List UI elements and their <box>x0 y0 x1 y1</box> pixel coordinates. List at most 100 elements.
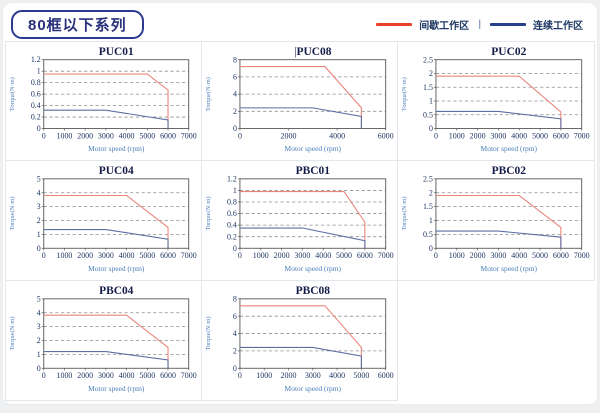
continuous-working-zone-curve <box>436 230 562 249</box>
chart-title: PBC04 <box>99 285 134 297</box>
chart-PUC04: PUC04 0 1 2 3 4 5 0 1000 2000 3000 4000 5000 6000 7000… <box>9 165 197 273</box>
legend: 间歇工作区 | 连续工作区 <box>376 17 583 32</box>
continuous-working-zone-curve <box>43 351 169 369</box>
y-tick-label: 0.8 <box>31 78 41 87</box>
chart-title: PBC02 <box>492 165 527 177</box>
y-tick-label: 2 <box>429 188 433 197</box>
y-axis-label: Torque(N·m) <box>205 77 212 111</box>
y-tick-label: 0.8 <box>227 198 237 207</box>
x-tick-label: 7000 <box>377 251 393 260</box>
legend-separator: | <box>478 18 481 30</box>
continuous-working-zone-curve <box>239 227 366 249</box>
x-tick-label: 4000 <box>512 131 528 140</box>
y-tick-label: 0 <box>37 244 41 253</box>
chart-title: PUC01 <box>99 46 134 58</box>
legend-item-intermittent: 间歇工作区 <box>376 17 469 32</box>
x-tick-label: 4000 <box>329 131 345 140</box>
y-axis-label: Torque(N·m) <box>205 316 212 350</box>
y-axis-label: Torque(N·m) <box>9 316 16 350</box>
y-axis-label: Torque(N·m) <box>9 196 16 230</box>
x-tick-label: 3000 <box>294 251 310 260</box>
y-tick-label: 1.2 <box>31 55 41 64</box>
x-tick-label: 5000 <box>139 371 155 380</box>
x-tick-label: 2000 <box>280 131 296 140</box>
chart-cell-PUC04: PUC04 0 1 2 3 4 5 0 1000 2000 3000 4000 5000 6000 7000… <box>5 161 202 281</box>
y-tick-label: 0 <box>429 244 433 253</box>
x-tick-label: 5000 <box>336 251 352 260</box>
y-tick-label: 3 <box>37 202 41 211</box>
y-axis-label: Torque(N·m) <box>401 77 408 111</box>
x-axis-label: Motor speed (rpm) <box>481 264 538 273</box>
x-tick-label: 2000 <box>77 371 93 380</box>
x-tick-label: 5000 <box>139 131 155 140</box>
x-tick-label: 1000 <box>57 131 73 140</box>
x-tick-label: 1000 <box>57 371 73 380</box>
chart-PBC04: PBC04 0 1 2 3 4 5 0 1000 2000 3000 4000 5000 6000 7000… <box>9 285 197 393</box>
y-tick-label: 0.5 <box>423 230 433 239</box>
x-axis-label: Motor speed (rpm) <box>284 144 341 153</box>
x-tick-label: 6000 <box>160 371 176 380</box>
y-tick-label: 1.5 <box>423 83 433 92</box>
y-tick-label: 2.5 <box>423 174 433 183</box>
y-tick-label: 1.2 <box>227 174 237 183</box>
legend-item-continuous: 连续工作区 <box>490 17 583 32</box>
x-tick-label: 2000 <box>273 251 289 260</box>
chart-cell-PUC01: PUC01 0 0.2 0.4 0.6 0.8 1 1.2 0 1000 2000 3000 4000 5… <box>5 41 202 161</box>
continuous-working-zone-curve <box>239 107 362 129</box>
intermittent-working-zone-curve <box>43 314 169 369</box>
chart-cell-PBC04: PBC04 0 1 2 3 4 5 0 1000 2000 3000 4000 5000 6000 7000… <box>5 281 202 401</box>
chart-PBC08: PBC08 0 2 4 6 8 0 1000 2000 3000 4000 5000 6000 Motor… <box>205 285 394 393</box>
y-tick-label: 0.2 <box>31 113 41 122</box>
x-tick-label: 3000 <box>304 371 320 380</box>
plot-border <box>43 178 190 249</box>
x-tick-label: 6000 <box>357 251 373 260</box>
y-axis-label: Torque(N·m) <box>9 77 16 111</box>
x-tick-label: 2000 <box>77 251 93 260</box>
y-tick-label: 1 <box>429 97 433 106</box>
y-tick-label: 0.5 <box>423 110 433 119</box>
x-axis-label: Motor speed (rpm) <box>88 384 145 393</box>
x-tick-label: 1000 <box>449 131 465 140</box>
y-tick-label: 1.5 <box>423 202 433 211</box>
intermittent-working-zone-curve <box>43 73 169 129</box>
x-tick-label: 6000 <box>553 131 569 140</box>
intermittent-line-swatch <box>376 22 413 26</box>
x-tick-label: 0 <box>434 131 438 140</box>
chart-PBC02: PBC02 0 0.5 1 1.5 2 2.5 0 1000 2000 3000 4000 5000 60… <box>401 165 590 273</box>
x-tick-label: 1000 <box>57 251 73 260</box>
y-tick-label: 0 <box>233 244 237 253</box>
text-cursor: | <box>294 46 296 58</box>
x-tick-label: 3000 <box>98 371 114 380</box>
x-tick-label: 4000 <box>119 371 135 380</box>
chart-title: PBC01 <box>295 165 330 177</box>
x-tick-label: 1000 <box>252 251 268 260</box>
y-tick-label: 1 <box>37 67 41 76</box>
x-tick-label: 6000 <box>377 371 393 380</box>
y-tick-label: 0 <box>37 124 41 133</box>
continuous-working-zone-curve <box>43 109 169 129</box>
intermittent-working-zone-curve <box>436 194 562 249</box>
x-tick-label: 3000 <box>491 131 507 140</box>
x-axis-label: Motor speed (rpm) <box>88 144 145 153</box>
y-tick-label: 2 <box>233 107 237 116</box>
y-tick-label: 1 <box>37 230 41 239</box>
y-tick-label: 4 <box>233 90 237 99</box>
chart-title: PUC04 <box>99 165 134 177</box>
x-tick-label: 6000 <box>160 251 176 260</box>
x-tick-label: 6000 <box>377 131 393 140</box>
chart-cell-PBC02: PBC02 0 0.5 1 1.5 2 2.5 0 1000 2000 3000 4000 5000 60… <box>398 161 595 281</box>
chart-title: PUC02 <box>492 46 527 58</box>
chart-cell-PUC08: |PUC08 0 2 4 6 8 0 2000 4000 6000 Motor speed (rpm… <box>201 41 399 161</box>
continuous-working-zone-curve <box>43 228 169 249</box>
x-axis-label: Motor speed (rpm) <box>88 264 145 273</box>
x-tick-label: 7000 <box>181 371 197 380</box>
x-tick-label: 0 <box>42 371 46 380</box>
intermittent-working-zone-curve <box>43 194 169 249</box>
y-tick-label: 0.6 <box>31 90 41 99</box>
y-tick-label: 2.5 <box>423 55 433 64</box>
series-card: 80框以下系列 间歇工作区 | 连续工作区 PUC01 0 0.2 0.4 0.6 0.8… <box>2 2 598 405</box>
x-tick-label: 5000 <box>139 251 155 260</box>
x-tick-label: 0 <box>238 251 242 260</box>
y-tick-label: 0.4 <box>31 101 41 110</box>
